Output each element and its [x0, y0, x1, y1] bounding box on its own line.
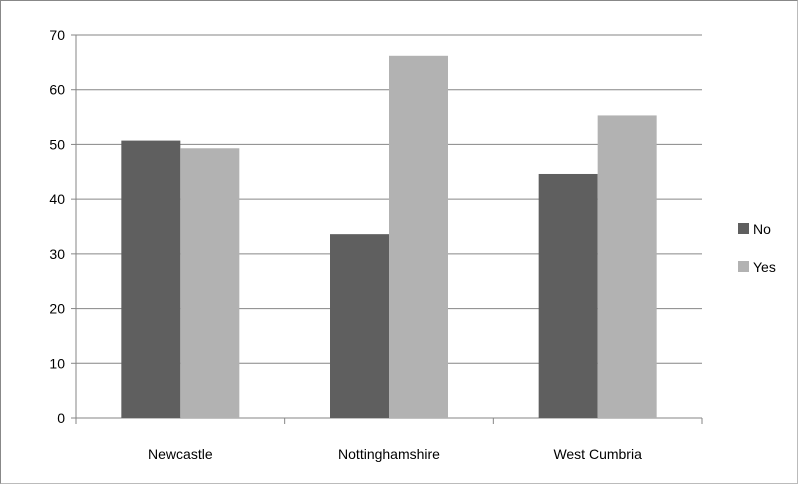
y-tick-label: 70: [49, 27, 65, 43]
y-tick-label: 0: [57, 410, 65, 426]
bar-no-newcastle: [121, 140, 181, 418]
legend-label-no: No: [753, 221, 771, 237]
legend-swatch-yes: [738, 261, 749, 272]
legend-label-yes: Yes: [753, 259, 776, 275]
y-tick-label: 50: [49, 136, 65, 152]
bar-no-nottinghamshire: [330, 234, 389, 418]
x-tick-label: West Cumbria: [553, 446, 642, 462]
x-tick-label: Nottinghamshire: [338, 446, 440, 462]
bar-yes-nottinghamshire: [389, 55, 448, 418]
y-tick-label: 60: [49, 82, 65, 98]
x-tick-label: Newcastle: [148, 446, 213, 462]
y-tick-label: 20: [49, 301, 65, 317]
bar-yes-newcastle: [180, 148, 240, 418]
bar-no-west-cumbria: [538, 173, 598, 418]
y-tick-label: 10: [49, 355, 65, 371]
bar-yes-west-cumbria: [597, 115, 657, 419]
y-tick-label: 30: [49, 246, 65, 262]
legend-swatch-no: [738, 223, 749, 234]
y-tick-label: 40: [49, 191, 65, 207]
